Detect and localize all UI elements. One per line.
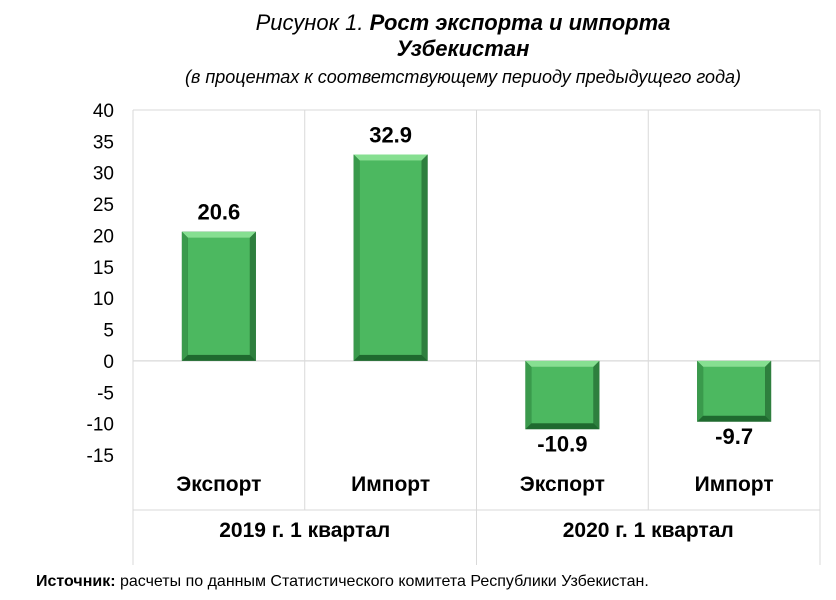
category-label: Импорт [695, 473, 774, 496]
source-note: Источник: расчеты по данным Статистическ… [36, 572, 649, 592]
bar [181, 231, 256, 361]
bar-bevel-top [181, 231, 256, 238]
category-labels: Экспорт Импорт Экспорт Импорт 2019 г. 1 квар… [176, 473, 773, 542]
y-tick-label: 35 [93, 132, 114, 153]
y-tick-label: -5 [97, 383, 114, 404]
bar-face [359, 160, 422, 355]
bar-bevel-left [697, 360, 704, 422]
bar-face [531, 366, 594, 424]
source-text: расчеты по данным Статистического комите… [115, 573, 649, 590]
bar-bevel-right [593, 360, 600, 430]
chart-title-line2: Узбекистан [396, 36, 530, 61]
y-tick-label: 5 [103, 321, 114, 342]
data-label: -10.9 [537, 431, 587, 456]
chart-subtitle: (в процентах к соответствующему периоду … [184, 67, 742, 87]
title-prefix: Рисунок 1. [255, 10, 364, 35]
y-tick-label: 20 [93, 226, 114, 247]
bar [525, 360, 600, 430]
bar-face [187, 237, 250, 355]
bar-bevel-left [353, 154, 360, 361]
data-label: -9.7 [715, 424, 753, 449]
bar-bevel-right [765, 360, 772, 422]
bar-bevel-right [421, 154, 428, 361]
y-tick-label: 40 [93, 101, 114, 122]
category-label: Импорт [351, 473, 430, 496]
bar [353, 154, 428, 361]
bar-bevel-top [525, 360, 600, 367]
group-label: 2020 г. 1 квартал [563, 519, 734, 542]
y-tick-label: 15 [93, 258, 114, 279]
y-tick-label: 25 [93, 195, 114, 216]
data-label: 20.6 [197, 200, 240, 225]
bar-bevel-left [525, 360, 532, 430]
y-tick-label: 0 [103, 352, 114, 373]
category-label: Экспорт [520, 473, 605, 496]
title-bold: Рост экспорта и импорта [369, 10, 671, 35]
group-label: 2019 г. 1 квартал [219, 519, 390, 542]
bar-bevel-right [249, 231, 256, 361]
bar-face [703, 366, 766, 416]
chart-title: Рисунок 1. Рост экспорта и импорта [0, 10, 836, 36]
y-tick-label: 30 [93, 164, 114, 185]
data-label: 32.9 [369, 123, 412, 148]
y-tick-label: 10 [93, 289, 114, 310]
bar-bevel-top [697, 360, 772, 367]
category-label: Экспорт [176, 473, 261, 496]
bar-bevel-left [181, 231, 188, 361]
bar [697, 360, 772, 422]
y-axis: 40 35 30 25 20 15 10 5 0 -5 -10 -15 [87, 101, 114, 467]
y-tick-label: -15 [87, 446, 114, 467]
y-tick-label: -10 [87, 415, 114, 436]
source-label: Источник: [36, 573, 116, 590]
bars: 20.6 32.9 -10.9 -9.7 [181, 123, 772, 456]
bar-bevel-top [353, 154, 428, 161]
